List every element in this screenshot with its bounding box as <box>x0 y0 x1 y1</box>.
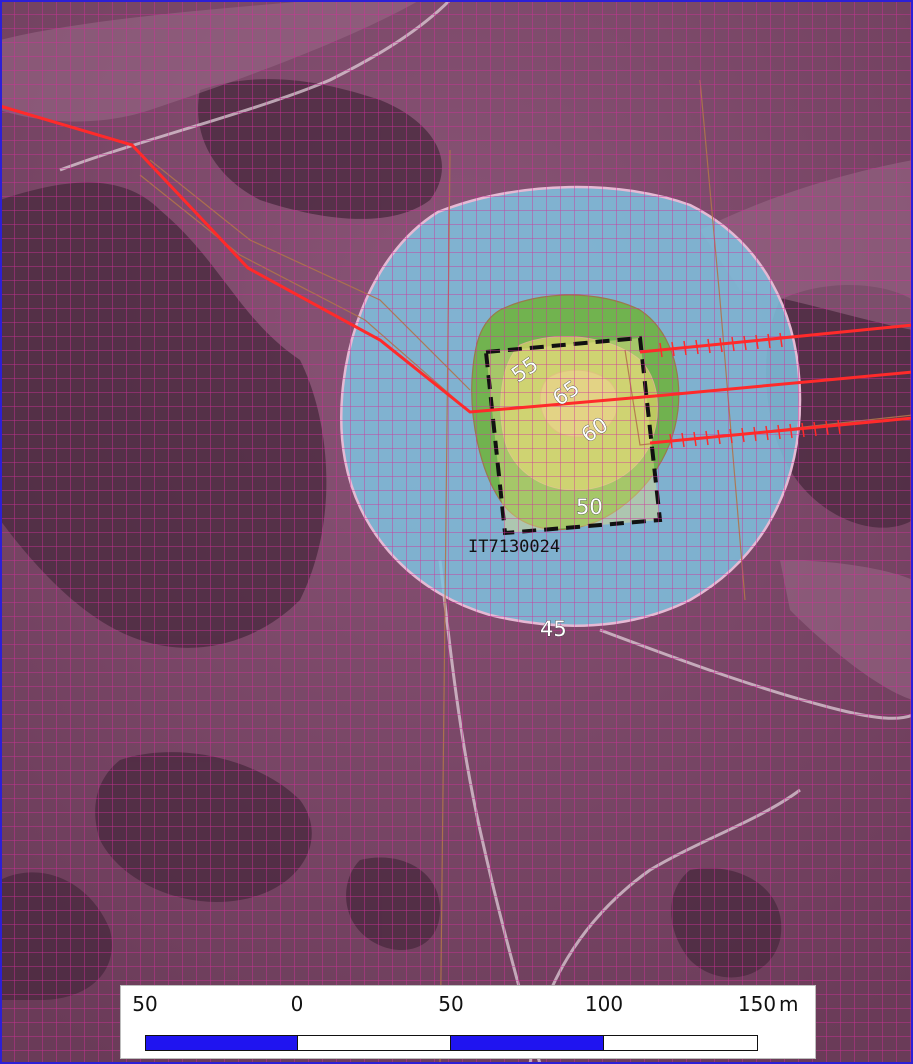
contour-label-45: 45 <box>540 617 567 641</box>
power-line-west <box>0 104 656 414</box>
scale-segment <box>450 1035 604 1051</box>
scale-segment <box>297 1035 451 1051</box>
scale-segment <box>603 1035 758 1051</box>
scale-tick-label: 50 <box>132 992 158 1016</box>
scale-tick-label: 150 <box>737 992 777 1016</box>
corridor-hatching <box>659 332 841 449</box>
power-line-east-2 <box>654 370 913 398</box>
scale-tick-label: 0 <box>290 992 304 1016</box>
scale-bar: 50 0 50 100 150 m <box>120 985 816 1059</box>
scale-tick-label: 100 <box>584 992 624 1016</box>
power-line-east-3 <box>649 416 913 445</box>
scale-tick-label: 50 <box>438 992 464 1016</box>
scale-unit-label: m <box>779 992 799 1016</box>
contour-label-50: 50 <box>576 495 603 519</box>
power-lines[interactable] <box>0 104 913 445</box>
site-label: IT7130024 <box>468 537 560 557</box>
scale-segment <box>145 1035 298 1051</box>
